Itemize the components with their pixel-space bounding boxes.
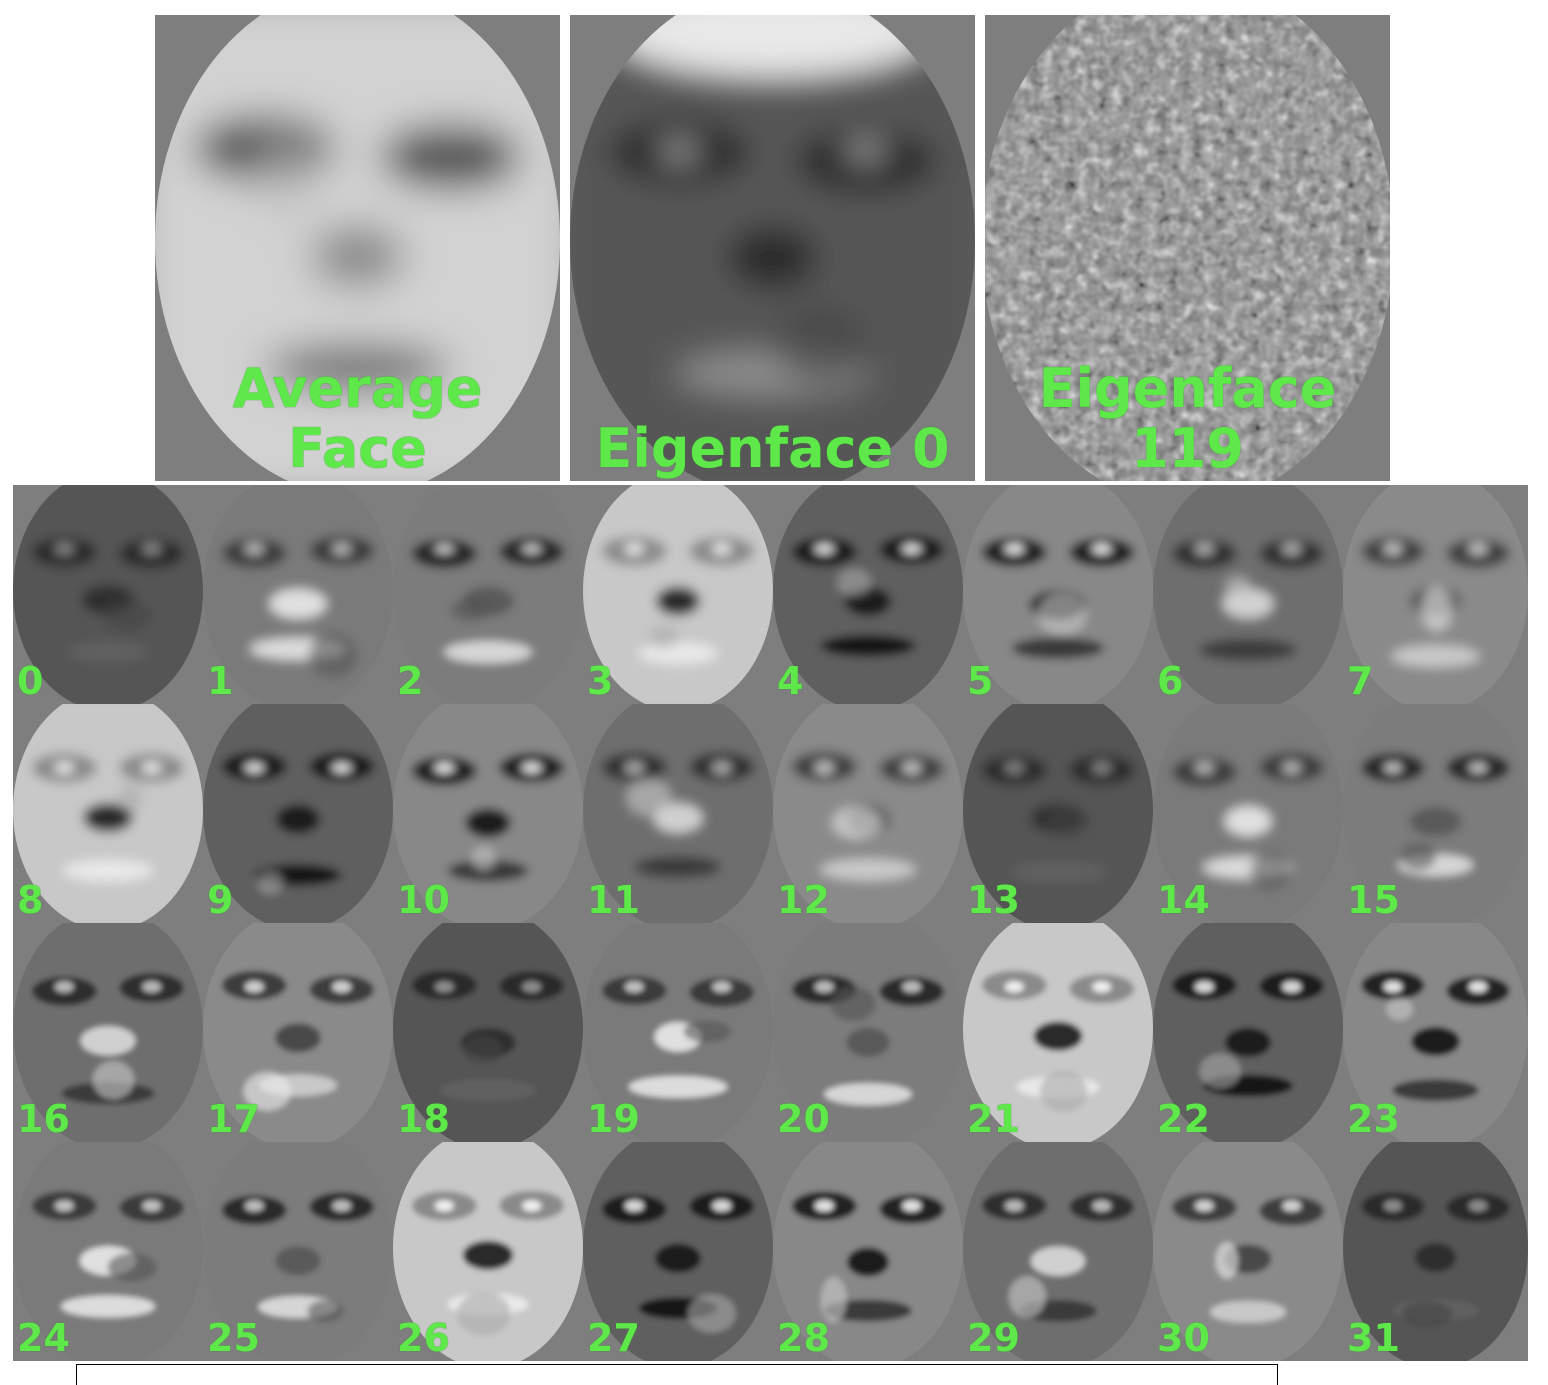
eigenface-tile: 16 <box>13 923 203 1142</box>
eigenface-tile: 30 <box>1153 1142 1343 1361</box>
eigenface-tile: 10 <box>393 704 583 923</box>
eigenface-tile: 29 <box>963 1142 1153 1361</box>
eigenface-tile: 17 <box>203 923 393 1142</box>
eigenface-tile: 21 <box>963 923 1153 1142</box>
eigenface-tile: 3 <box>583 485 773 704</box>
eigenface-index-label: 16 <box>17 1097 70 1141</box>
eigenface-index-label: 5 <box>967 659 994 703</box>
eigenface-tile: 13 <box>963 704 1153 923</box>
eigenface-index-label: 8 <box>17 878 44 922</box>
eigenface-index-label: 4 <box>777 659 804 703</box>
eigenface-index-label: 30 <box>1157 1316 1210 1360</box>
eigenface-index-label: 25 <box>207 1316 260 1360</box>
eigenface-index-label: 24 <box>17 1316 70 1360</box>
eigenface-tile: 0 <box>13 485 203 704</box>
eigenface-tile: 7 <box>1343 485 1528 704</box>
eigenface-index-label: 20 <box>777 1097 830 1141</box>
eigenface-index-label: 28 <box>777 1316 830 1360</box>
eigenface-tile: 12 <box>773 704 963 923</box>
eigenface-index-label: 14 <box>1157 878 1210 922</box>
eigenface-tile: 15 <box>1343 704 1528 923</box>
top-face-tile: Average Face <box>155 15 560 481</box>
eigenface-index-label: 7 <box>1347 659 1374 703</box>
eigenface-tile: 20 <box>773 923 963 1142</box>
eigenface-index-label: 17 <box>207 1097 260 1141</box>
eigenface-tile: 11 <box>583 704 773 923</box>
eigenface-tile: 2 <box>393 485 583 704</box>
eigenface-index-label: 19 <box>587 1097 640 1141</box>
face-caption: Average Face <box>232 357 483 480</box>
eigenface-tile: 1 <box>203 485 393 704</box>
eigenface-index-label: 18 <box>397 1097 450 1141</box>
eigenface-index-label: 23 <box>1347 1097 1400 1141</box>
eigenface-index-label: 3 <box>587 659 614 703</box>
eigenface-tile: 23 <box>1343 923 1528 1142</box>
face-caption: Eigenface 119 <box>1038 357 1337 480</box>
eigenface-index-label: 13 <box>967 878 1020 922</box>
eigenface-tile: 24 <box>13 1142 203 1361</box>
eigenface-index-label: 1 <box>207 659 234 703</box>
eigenface-index-label: 0 <box>17 659 44 703</box>
bottom-frame <box>76 1364 1278 1385</box>
eigenface-index-label: 15 <box>1347 878 1400 922</box>
eigenface-index-label: 22 <box>1157 1097 1210 1141</box>
eigenface-tile: 31 <box>1343 1142 1528 1361</box>
eigenface-index-label: 6 <box>1157 659 1184 703</box>
top-face-tile: Eigenface 0 <box>570 15 975 481</box>
eigenface-tile: 8 <box>13 704 203 923</box>
face-caption: Eigenface 0 <box>595 417 950 480</box>
eigenface-tile: 27 <box>583 1142 773 1361</box>
eigenface-index-label: 21 <box>967 1097 1020 1141</box>
eigenface-tile: 25 <box>203 1142 393 1361</box>
eigenface-index-label: 26 <box>397 1316 450 1360</box>
eigenface-index-label: 12 <box>777 878 830 922</box>
eigenface-index-label: 10 <box>397 878 450 922</box>
eigenface-tile: 6 <box>1153 485 1343 704</box>
eigenface-index-label: 29 <box>967 1316 1020 1360</box>
eigenface-index-label: 2 <box>397 659 424 703</box>
eigenface-tile: 4 <box>773 485 963 704</box>
eigenface-index-label: 31 <box>1347 1316 1400 1360</box>
eigenface-tile: 18 <box>393 923 583 1142</box>
eigenface-tile: 22 <box>1153 923 1343 1142</box>
eigenface-index-label: 27 <box>587 1316 640 1360</box>
eigenface-index-label: 11 <box>587 878 640 922</box>
top-face-tile: Eigenface 119 <box>985 15 1390 481</box>
eigenface-tile: 5 <box>963 485 1153 704</box>
eigenface-tile: 28 <box>773 1142 963 1361</box>
eigenface-tile: 19 <box>583 923 773 1142</box>
eigenface-index-label: 9 <box>207 878 234 922</box>
eigenface-tile: 26 <box>393 1142 583 1361</box>
eigenface-tile: 14 <box>1153 704 1343 923</box>
eigenface-tile: 9 <box>203 704 393 923</box>
